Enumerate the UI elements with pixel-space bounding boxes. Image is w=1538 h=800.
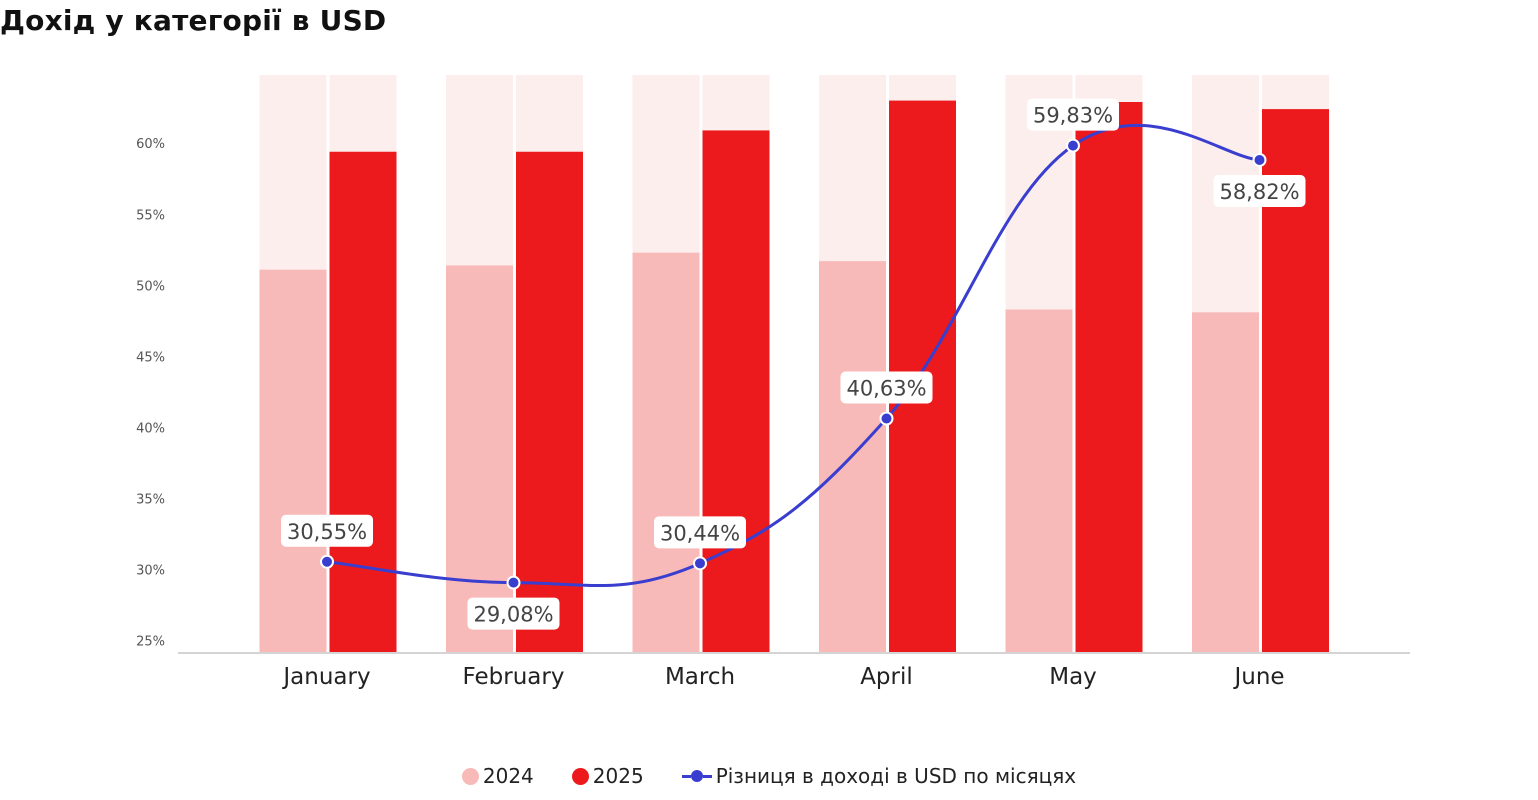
y-tick-label: 35% [136, 493, 165, 508]
legend-label-2024: 2024 [482, 764, 534, 788]
legend-label-2025: 2025 [592, 764, 644, 788]
x-axis-labels: January February March April May June [281, 664, 1284, 690]
data-label: 29,08% [473, 603, 553, 627]
y-axis-ticks: 25% 30% 35% 40% 45% 50% 55% 60% [136, 137, 165, 649]
difference-point[interactable] [693, 556, 707, 571]
bar-2024[interactable] [1192, 312, 1259, 652]
data-label-box [1213, 174, 1306, 207]
y-tick-label: 25% [136, 635, 165, 650]
legend-item-2025[interactable]: 2025 [571, 764, 644, 788]
difference-point[interactable] [320, 554, 334, 569]
x-tick-label: June [1232, 664, 1284, 690]
x-tick-label: March [665, 664, 735, 690]
legend-dot-2025-icon [571, 767, 589, 785]
data-label-box [281, 514, 373, 547]
x-tick-label: May [1049, 664, 1097, 690]
difference-point[interactable] [506, 575, 521, 590]
bar-2025[interactable] [1075, 102, 1143, 653]
y-tick-label: 40% [136, 421, 165, 436]
bars [259, 100, 1329, 653]
y-tick-label: 55% [136, 208, 165, 223]
bar-2024[interactable] [259, 269, 327, 652]
x-tick-label: February [463, 664, 565, 690]
legend-dot-2024-icon [461, 767, 479, 785]
data-label-box [654, 516, 746, 549]
difference-point[interactable] [1066, 138, 1080, 153]
difference-line-layer [320, 123, 1267, 590]
x-tick-label: April [860, 664, 913, 690]
bar-2025[interactable] [329, 151, 397, 652]
data-label-box [467, 597, 560, 630]
data-label: 30,55% [287, 520, 367, 544]
legend-item-2024[interactable]: 2024 [461, 764, 534, 788]
data-labels: 30,55% 29,08% 30,44% 40,63% 59,83% 58,82% [281, 98, 1306, 630]
difference-point[interactable] [879, 411, 894, 426]
chart-title: Дохід у категорії в USD [0, 4, 387, 37]
background-bars [259, 75, 1329, 652]
y-tick-label: 30% [136, 564, 165, 579]
y-tick-label: 50% [136, 279, 165, 294]
data-label-box [840, 371, 933, 404]
y-tick-label: 60% [136, 137, 165, 152]
bar-2024[interactable] [632, 252, 700, 653]
data-label: 40,63% [846, 376, 926, 400]
bar-2025[interactable] [516, 151, 583, 652]
legend-line-marker-icon [681, 770, 712, 782]
bar-2024[interactable] [1005, 309, 1073, 652]
legend: 2024 2025 Різниця в доході в USD по міся… [0, 764, 1538, 788]
data-label-box [1027, 98, 1119, 131]
legend-item-difference[interactable]: Різниця в доході в USD по місяцях [681, 764, 1077, 788]
data-label: 59,83% [1033, 104, 1113, 128]
bar-2024[interactable] [446, 265, 513, 652]
bar-2025[interactable] [702, 130, 770, 653]
y-tick-label: 45% [136, 350, 165, 365]
legend-label-difference: Різниця в доході в USD по місяцях [715, 764, 1077, 788]
data-label: 30,44% [660, 521, 740, 545]
data-label: 58,82% [1219, 180, 1299, 204]
difference-point[interactable] [1252, 152, 1267, 167]
x-tick-label: January [281, 664, 370, 690]
